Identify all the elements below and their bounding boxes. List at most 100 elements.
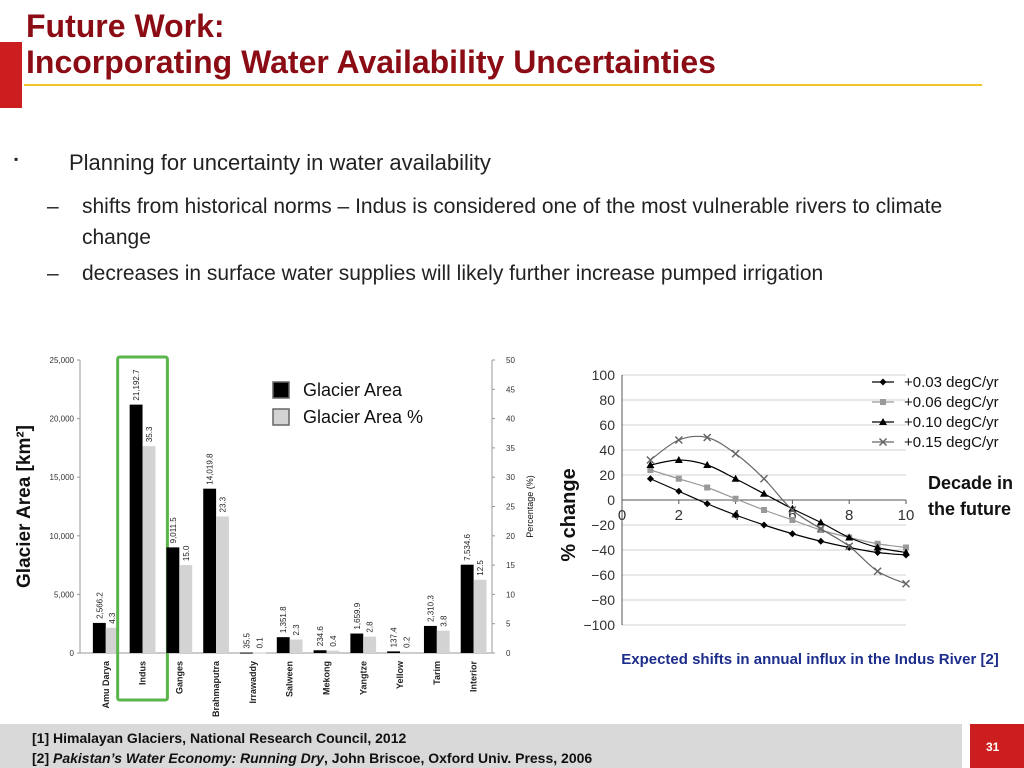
- square-marker: [761, 507, 767, 513]
- y2-axis-title: Percentage (%): [525, 475, 535, 538]
- y2-tick-label: 30: [506, 473, 515, 482]
- triangle-marker: [873, 543, 882, 551]
- bar-value-label: 4.3: [108, 612, 117, 624]
- diamond-marker: [845, 544, 853, 551]
- x-marker: [901, 579, 911, 588]
- bar-glacier-area-percent: [289, 639, 303, 653]
- category-label: Yangtze: [358, 661, 368, 695]
- bar-glacier-area-percent: [252, 652, 266, 654]
- bar-value-label: 9,011.5: [169, 517, 178, 544]
- triangle-marker: [703, 461, 712, 468]
- triangle-marker: [731, 474, 740, 482]
- diamond-marker: [646, 475, 654, 483]
- bar-glacier-area: [276, 637, 290, 653]
- square-marker: [880, 399, 886, 405]
- y2-tick-label: 10: [506, 590, 515, 599]
- y2-tick-label: 50: [506, 356, 515, 365]
- legend-label: Glacier Area: [303, 380, 403, 400]
- x-tick-label: 6: [788, 507, 796, 524]
- reference-2-prefix: [2]: [32, 750, 53, 766]
- reference-2-suffix: , John Briscoe, Oxford Univ. Press, 2006: [324, 750, 593, 766]
- x-marker: [703, 433, 712, 442]
- reference-2: [2] Pakistan’s Water Economy: Running Dr…: [32, 750, 592, 766]
- bar-value-label: 3.8: [439, 615, 448, 627]
- triangle-marker: [646, 461, 655, 468]
- dash-marker: –: [47, 262, 59, 285]
- category-label: Indus: [138, 661, 148, 685]
- diamond-marker: [817, 537, 825, 545]
- bar-value-label: 12.5: [476, 560, 485, 576]
- bar-glacier-area: [203, 488, 217, 653]
- bullet-main-text: Planning for uncertainty in water availa…: [69, 150, 491, 175]
- page-number: 31: [986, 740, 1000, 754]
- y-tick-label: −40: [591, 542, 615, 558]
- y-tick-label: 80: [599, 392, 615, 408]
- bar-glacier-area: [313, 650, 327, 653]
- category-label: Mekong: [321, 661, 331, 695]
- title-accent-bar: [0, 42, 22, 108]
- bar-glacier-area-percent: [142, 446, 156, 653]
- bar-value-label: 14,019.8: [206, 453, 215, 485]
- triangle-marker: [902, 548, 910, 556]
- y-axis-title: % change: [558, 468, 580, 561]
- triangle-marker: [674, 456, 683, 463]
- y2-tick-label: 25: [506, 503, 515, 512]
- footer-bar: [0, 724, 1024, 768]
- indus-influx-line-chart: % change100806040200−20−40−60−80−1000246…: [558, 367, 999, 633]
- bar-value-label: 15.0: [182, 545, 191, 561]
- x-tick-label: 0: [618, 507, 626, 524]
- legend-swatch: [272, 408, 290, 426]
- footer-divider: [962, 724, 970, 768]
- series-line: [650, 469, 907, 549]
- triangle-marker: [788, 504, 797, 512]
- triangle-marker: [760, 489, 768, 497]
- bar-glacier-area: [387, 651, 401, 653]
- y2-tick-label: 40: [506, 415, 515, 424]
- diamond-marker: [732, 511, 740, 519]
- series-line: [650, 459, 907, 554]
- x-marker: [674, 435, 683, 445]
- indus-highlight-box: [116, 355, 169, 702]
- y-axis-title: Glacier Area [km²]: [14, 425, 35, 588]
- bar-glacier-area-percent: [436, 630, 450, 653]
- bar-value-label: 1,351.8: [279, 606, 288, 633]
- y2-tick-label: 45: [506, 385, 515, 394]
- title-line-2: Incorporating Water Availability Uncerta…: [26, 44, 716, 80]
- diamond-marker: [703, 500, 711, 508]
- bar-glacier-area: [166, 547, 180, 653]
- y2-tick-label: 15: [506, 561, 515, 570]
- line-series: [646, 475, 910, 559]
- bar-glacier-area: [350, 633, 364, 653]
- line-series: [646, 433, 911, 588]
- legend-label: +0.03 degC/yr: [904, 374, 999, 391]
- category-label: Salween: [285, 661, 295, 697]
- y-tick-label: −60: [591, 567, 615, 583]
- slide-title: Future Work: Incorporating Water Availab…: [26, 8, 716, 80]
- bar-value-label: 35.3: [145, 426, 154, 442]
- legend-label: Glacier Area %: [303, 407, 423, 427]
- legend-label: +0.06 degC/yr: [904, 394, 999, 411]
- line-series: [647, 467, 909, 551]
- category-label: Interior: [469, 661, 479, 693]
- square-marker: [704, 484, 711, 491]
- bar-value-label: 2,310.3: [426, 595, 435, 622]
- bar-glacier-area: [423, 625, 437, 653]
- bar-value-label: 0.1: [255, 637, 264, 649]
- y-tick-label: −100: [583, 617, 615, 633]
- y2-tick-label: 35: [506, 444, 515, 453]
- y-tick-label: −20: [591, 517, 615, 533]
- triangle-marker: [879, 418, 887, 425]
- legend-label: +0.15 degC/yr: [904, 434, 999, 451]
- square-marker: [675, 475, 682, 482]
- bullet-sub-1-text: shifts from historical norms – Indus is …: [82, 195, 943, 249]
- y-tick-label: 5,000: [54, 590, 75, 599]
- series-line: [650, 435, 907, 585]
- bar-value-label: 23.3: [219, 496, 228, 512]
- x-tick-label: 10: [898, 507, 915, 524]
- y-tick-label: 15,000: [50, 473, 75, 482]
- x-marker: [873, 567, 882, 576]
- y2-tick-label: 20: [506, 532, 515, 541]
- y-tick-label: 25,000: [50, 356, 75, 365]
- legend-label: +0.10 degC/yr: [904, 414, 999, 431]
- reference-1: [1] Himalayan Glaciers, National Researc…: [32, 730, 407, 746]
